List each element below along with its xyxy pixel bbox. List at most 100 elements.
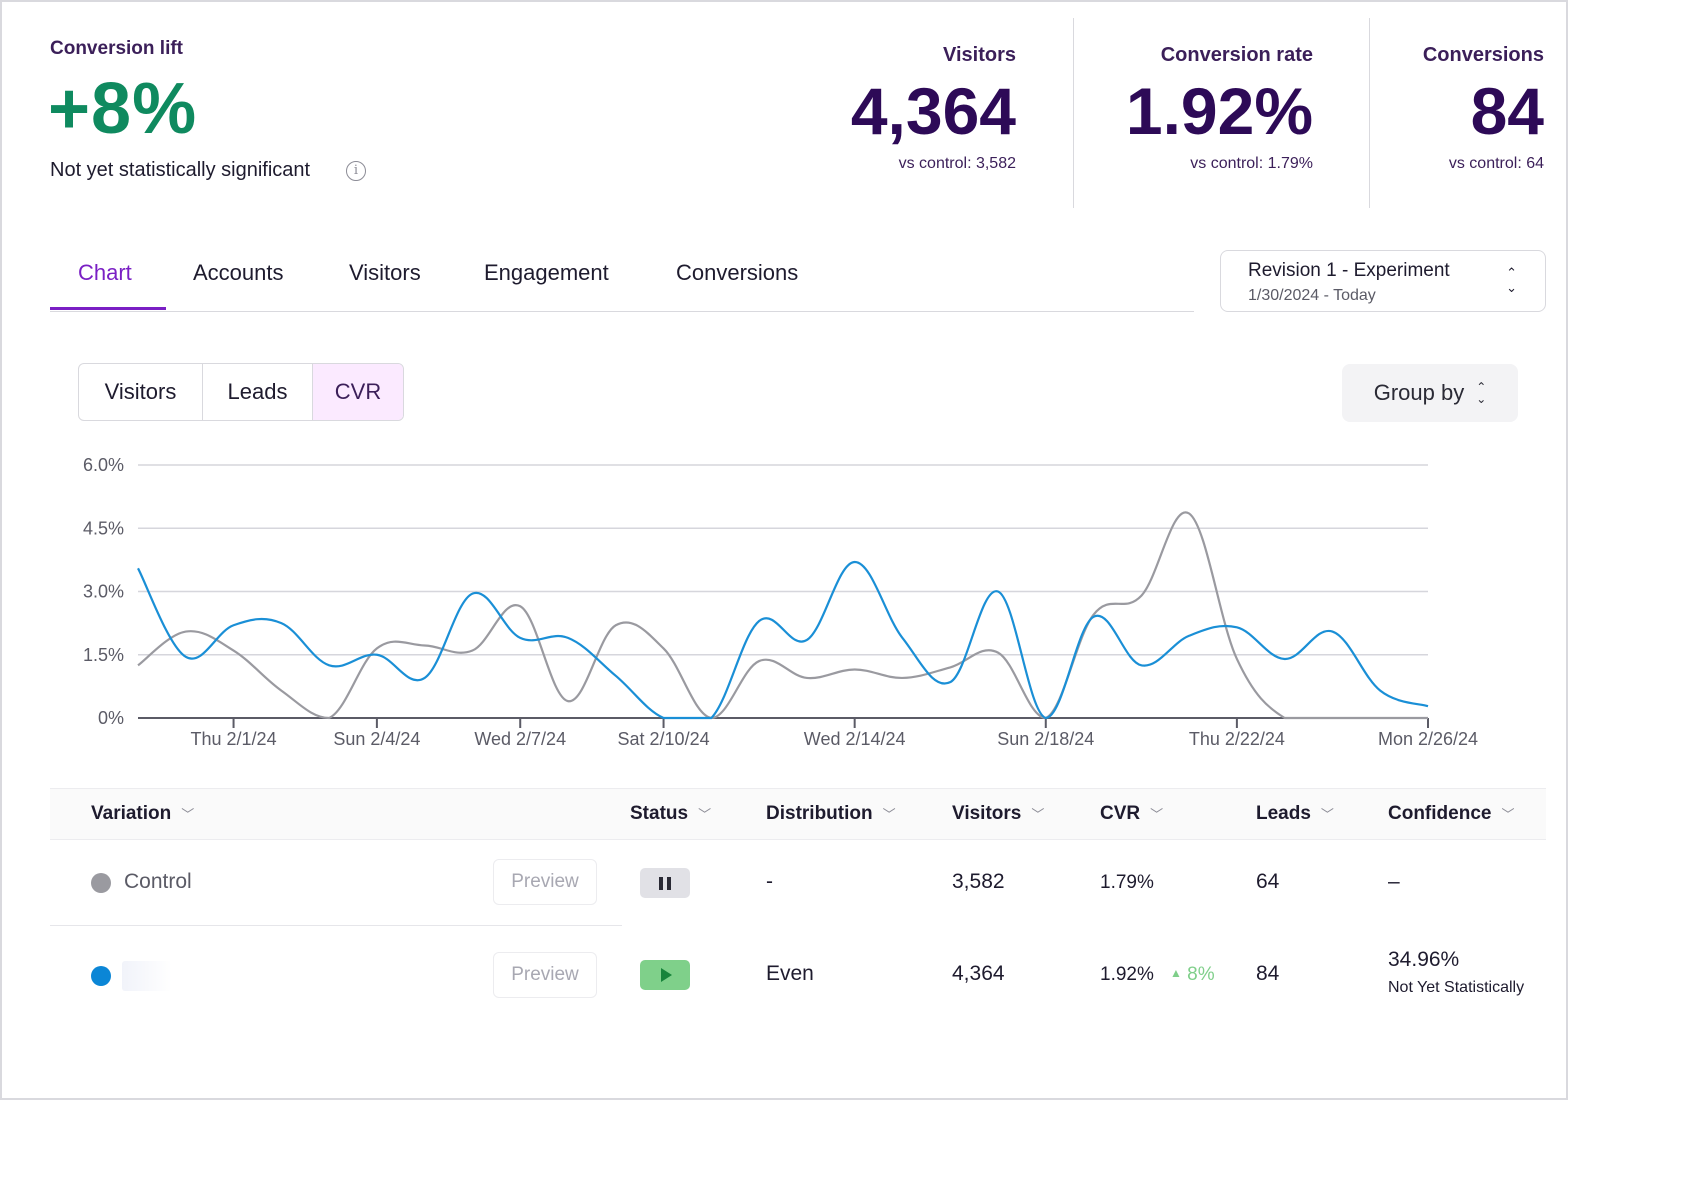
group-by-label: Group by	[1373, 380, 1465, 405]
tab-engagement[interactable]: Engagement	[484, 260, 609, 285]
kpi-value: 4,364	[850, 74, 1016, 148]
row-divider	[50, 925, 622, 926]
metric-leads-button[interactable]: Leads	[203, 364, 313, 420]
column-label: Distribution	[766, 803, 873, 824]
variation-color-dot	[91, 966, 111, 986]
visitors-value: 4,364	[952, 962, 1005, 985]
chevron-down-icon: ﹀	[882, 807, 896, 822]
kpi-label: Conversions	[1422, 44, 1544, 66]
column-header-cvr[interactable]: CVR ﹀	[1100, 803, 1163, 825]
arrow-up-icon: ▲	[1170, 966, 1182, 980]
chevron-down-icon: ﹀	[698, 807, 712, 822]
info-icon[interactable]: i	[346, 161, 366, 181]
conversion-lift-value: +8%	[48, 69, 198, 149]
kpi-value: 1.92%	[1125, 74, 1313, 148]
confidence-value: 34.96%	[1388, 948, 1460, 971]
x-tick-label: Sun 2/18/24	[997, 729, 1094, 749]
conversion-lift-label: Conversion lift	[50, 38, 184, 59]
revision-select[interactable]: Revision 1 - Experiment 1/30/2024 - Toda…	[1220, 250, 1546, 312]
distribution-value: Even	[766, 962, 814, 985]
column-label: Confidence	[1388, 803, 1492, 824]
y-tick-label: 4.5%	[83, 518, 124, 538]
chevron-up-down-icon: ⌃ ⌄	[1476, 380, 1487, 406]
cvr-lift-value: 8%	[1187, 964, 1215, 985]
tab-conversions[interactable]: Conversions	[676, 260, 799, 285]
y-tick-label: 0%	[98, 708, 124, 728]
kpi-label: Visitors	[943, 44, 1016, 66]
confidence-value: –	[1388, 870, 1400, 893]
significance-note: Not yet statistically significant	[50, 159, 311, 181]
chevron-down-icon: ﹀	[1320, 807, 1334, 822]
play-icon	[661, 968, 672, 982]
chevron-up-down-icon: ⌃ ⌄	[1506, 265, 1517, 295]
x-tick-label: Sat 2/10/24	[618, 729, 710, 749]
kpi-visitors: Visitors 4,364 vs control: 3,582	[851, 44, 1016, 173]
experiment-series-line	[137, 560, 1429, 720]
chevron-down-icon: ﹀	[181, 807, 195, 822]
kpi-comparison: vs control: 3,582	[898, 155, 1016, 172]
kpi-divider	[1073, 18, 1074, 208]
x-tick-label: Wed 2/7/24	[474, 729, 566, 749]
leads-value: 84	[1256, 962, 1280, 985]
kpi-divider	[1369, 18, 1370, 208]
control-series-line	[137, 511, 1428, 720]
variation-name-redacted	[122, 961, 172, 991]
active-tab-indicator	[50, 307, 166, 310]
kpi-label: Conversion rate	[1160, 44, 1313, 66]
variation-name: Control	[124, 870, 192, 893]
x-tick-label: Wed 2/14/24	[804, 729, 906, 749]
pause-icon	[659, 876, 671, 890]
column-header-variation[interactable]: Variation ﹀	[91, 803, 194, 825]
metric-cvr-button[interactable]: CVR	[313, 364, 403, 420]
chevron-down-icon: ﹀	[1031, 807, 1045, 822]
column-label: Leads	[1256, 803, 1311, 824]
x-tick-label: Sun 2/4/24	[333, 729, 420, 749]
variations-table-header: Variation ﹀ Status ﹀ Distribution ﹀ Visitor…	[50, 788, 1546, 840]
chevron-down-icon: ﹀	[1501, 807, 1515, 822]
column-header-confidence[interactable]: Confidence ﹀	[1388, 803, 1514, 825]
column-header-status[interactable]: Status ﹀	[630, 803, 711, 825]
visitors-value: 3,582	[952, 870, 1005, 893]
metric-toggle: Visitors Leads CVR	[78, 363, 404, 421]
tab-visitors[interactable]: Visitors	[349, 260, 421, 285]
kpi-comparison: vs control: 1.79%	[1190, 155, 1313, 172]
variation-color-dot	[91, 873, 111, 893]
play-button[interactable]	[640, 960, 690, 990]
tab-accounts[interactable]: Accounts	[193, 260, 284, 285]
column-label: Status	[630, 803, 689, 824]
x-tick-label: Thu 2/1/24	[191, 729, 277, 749]
results-tabs: Chart Accounts Visitors Engagement Conve…	[50, 250, 1194, 312]
x-tick-label: Thu 2/22/24	[1189, 729, 1285, 749]
x-tick-label: Mon 2/26/24	[1378, 729, 1478, 749]
column-header-leads[interactable]: Leads ﹀	[1256, 803, 1334, 825]
metric-visitors-button[interactable]: Visitors	[79, 364, 203, 420]
cvr-line-chart: 6.0% 4.5% 3.0% 1.5% 0% Thu 2/1/24 Sun 2/4/24 We…	[83, 455, 1478, 749]
column-label: Visitors	[952, 803, 1022, 824]
group-by-button[interactable]: Group by ⌃ ⌄	[1342, 364, 1518, 422]
y-tick-label: 1.5%	[83, 645, 124, 665]
experiment-results-panel: Conversion lift +8% Not yet statisticall…	[0, 0, 1568, 1100]
pause-button[interactable]	[640, 868, 690, 898]
kpi-comparison: vs control: 64	[1448, 155, 1544, 172]
column-header-visitors[interactable]: Visitors ﹀	[952, 803, 1044, 825]
revision-dates: 1/30/2024 - Today	[1248, 287, 1376, 304]
kpi-conversions: Conversions 84 vs control: 64	[1423, 44, 1544, 173]
chevron-down-icon: ﹀	[1150, 807, 1164, 822]
cvr-value: 1.92%	[1100, 964, 1154, 985]
column-label: Variation	[91, 803, 172, 824]
kpi-conversion-rate: Conversion rate 1.92% vs control: 1.79%	[1126, 44, 1313, 173]
cvr-value: 1.79%	[1100, 872, 1154, 893]
y-tick-label: 6.0%	[83, 455, 124, 475]
revision-title: Revision 1 - Experiment	[1248, 260, 1450, 281]
confidence-note: Not Yet Statistically	[1388, 979, 1525, 996]
cvr-lift: ▲ 8%	[1170, 964, 1215, 986]
y-tick-label: 3.0%	[83, 582, 124, 602]
column-label: CVR	[1100, 803, 1141, 824]
preview-button[interactable]: Preview	[493, 859, 597, 905]
preview-button[interactable]: Preview	[493, 952, 597, 998]
tab-chart[interactable]: Chart	[78, 260, 132, 285]
kpi-value: 84	[1470, 74, 1544, 148]
leads-value: 64	[1256, 870, 1280, 893]
distribution-value: -	[766, 870, 773, 893]
column-header-distribution[interactable]: Distribution ﹀	[766, 803, 896, 825]
